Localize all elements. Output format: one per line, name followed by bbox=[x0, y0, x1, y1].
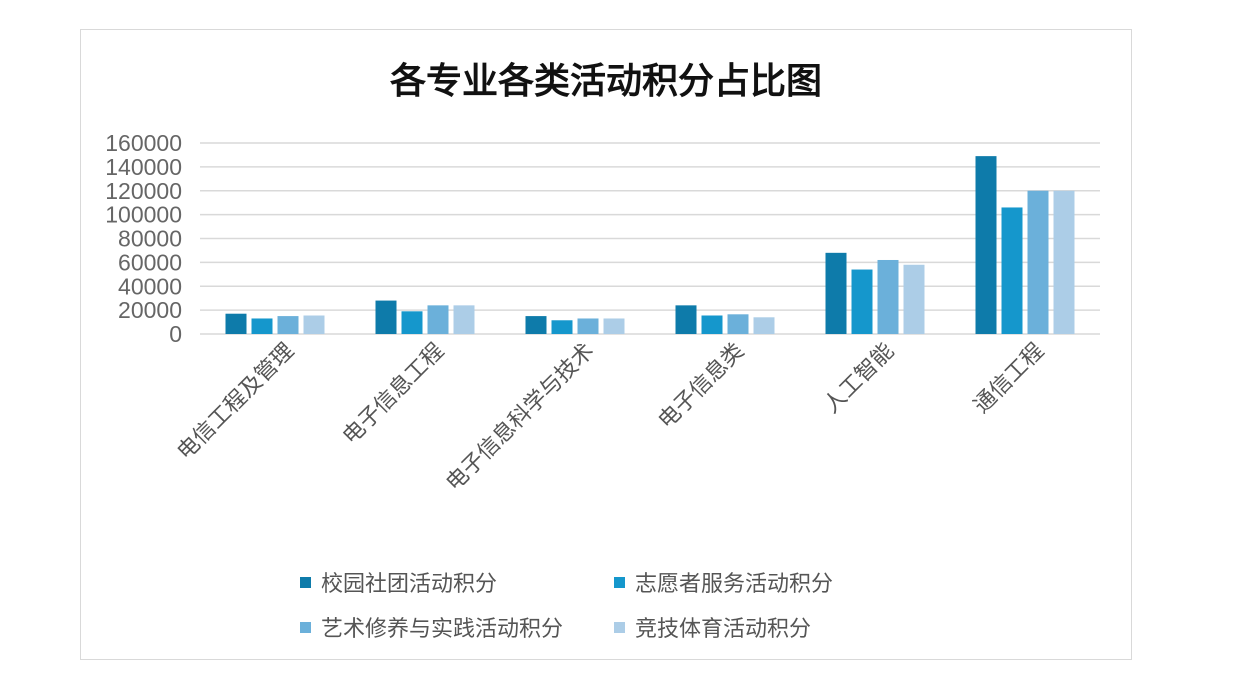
bar bbox=[303, 315, 325, 334]
x-tick-label: 电子信息工程 bbox=[338, 339, 449, 450]
bar bbox=[701, 315, 723, 334]
bar bbox=[727, 314, 749, 334]
bar bbox=[675, 305, 697, 334]
legend-swatch bbox=[300, 621, 311, 633]
x-tick-label: 电子信息类 bbox=[654, 339, 749, 434]
y-tick-label: 0 bbox=[169, 321, 182, 347]
chart-title: 各专业各类活动积分占比图 bbox=[389, 61, 822, 102]
legend-item-1: 志愿者服务活动积分 bbox=[614, 566, 833, 598]
bar bbox=[877, 259, 899, 334]
y-tick-label: 80000 bbox=[118, 226, 182, 252]
bar bbox=[975, 156, 997, 334]
y-tick-label: 120000 bbox=[105, 178, 182, 204]
legend-swatch bbox=[300, 576, 311, 588]
y-tick-label: 160000 bbox=[105, 130, 182, 156]
bar bbox=[401, 311, 423, 334]
x-tick-label: 人工智能 bbox=[819, 339, 899, 419]
bar bbox=[903, 264, 925, 334]
x-tick-label: 通信工程 bbox=[969, 339, 1049, 419]
legend-item-0: 校园社团活动积分 bbox=[300, 566, 497, 598]
legend-item-2: 艺术修养与实践活动积分 bbox=[300, 611, 563, 643]
bar bbox=[851, 269, 873, 334]
y-tick-label: 20000 bbox=[118, 297, 182, 323]
bar bbox=[1027, 190, 1049, 334]
bar bbox=[1053, 190, 1075, 334]
y-tick-label: 60000 bbox=[118, 249, 182, 275]
bar bbox=[453, 305, 475, 334]
bar bbox=[603, 318, 625, 334]
chart-frame bbox=[80, 29, 1132, 660]
bar bbox=[525, 316, 547, 334]
x-tick-label: 电信工程及管理 bbox=[173, 339, 300, 466]
y-tick-label: 140000 bbox=[105, 154, 182, 180]
legend-swatch bbox=[614, 576, 625, 588]
bar bbox=[825, 252, 847, 334]
bar bbox=[375, 300, 397, 334]
bar bbox=[225, 313, 247, 334]
bar bbox=[1001, 207, 1023, 334]
bar bbox=[753, 317, 775, 334]
x-tick-label: 电子信息科学与技术 bbox=[442, 339, 600, 497]
bar bbox=[551, 320, 573, 334]
y-tick-label: 40000 bbox=[118, 273, 182, 299]
legend-item-3: 竞技体育活动积分 bbox=[614, 611, 811, 643]
bar bbox=[577, 318, 599, 334]
bar bbox=[427, 305, 449, 334]
bar bbox=[251, 318, 273, 334]
bar bbox=[277, 316, 299, 334]
y-tick-label: 100000 bbox=[105, 202, 182, 228]
legend-swatch bbox=[614, 621, 625, 633]
